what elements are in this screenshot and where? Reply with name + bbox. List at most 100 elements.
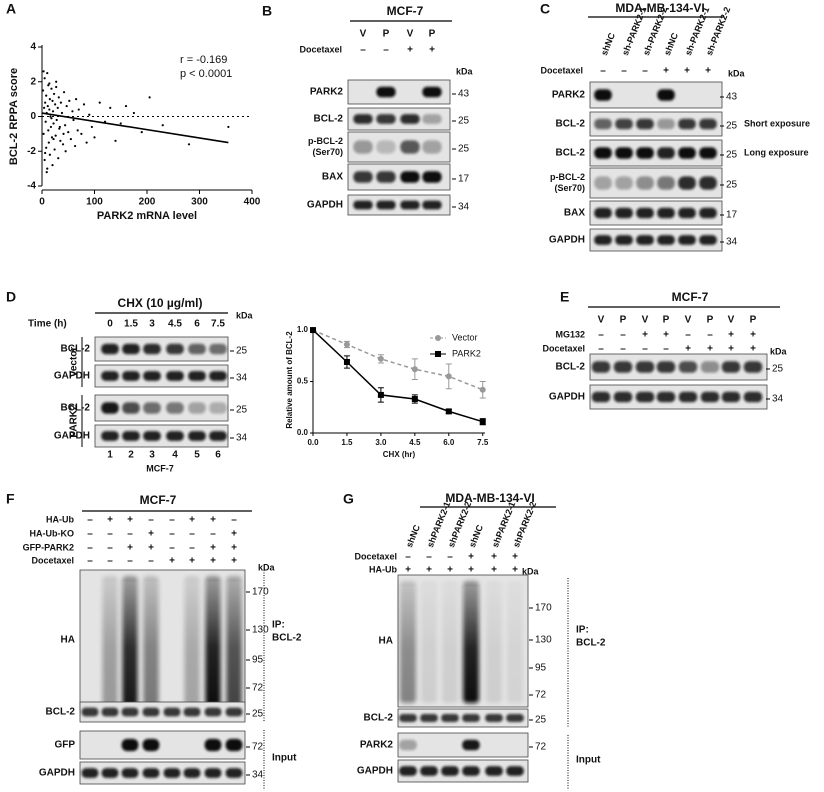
cell-line: MCF-7 [146, 463, 174, 473]
panel-letter: A [6, 1, 16, 17]
band [743, 391, 763, 403]
scatter-point [80, 132, 83, 135]
condition-value: + [429, 45, 435, 56]
band [400, 200, 420, 210]
y-axis-label: BCL-2 RPPA score [8, 68, 20, 165]
scatter-point [187, 143, 191, 146]
band [615, 118, 633, 130]
scatter-point [55, 85, 58, 89]
band [615, 235, 633, 245]
panel-letter: C [540, 1, 550, 17]
band [636, 147, 654, 159]
point [377, 391, 384, 398]
band [166, 343, 184, 355]
scatter-point [43, 106, 46, 109]
band [462, 714, 480, 722]
scatter-point [50, 136, 54, 139]
condition-value: + [512, 552, 518, 563]
row-label: GAPDH [54, 371, 90, 382]
band [594, 176, 612, 190]
band [462, 766, 480, 776]
smear [400, 581, 416, 703]
annotation: p < 0.0001 [180, 68, 232, 80]
blot-strip [94, 424, 229, 448]
kda-value: 25 [726, 150, 738, 161]
lane-label: P [383, 29, 390, 40]
condition-value: + [491, 565, 497, 576]
point [343, 358, 350, 365]
band [101, 431, 119, 441]
lane-label: V [685, 315, 692, 326]
band [699, 176, 717, 190]
lane-label: shNC [599, 31, 617, 57]
band [376, 171, 396, 183]
series-line [312, 329, 484, 391]
scatter-point [57, 96, 60, 99]
condition-value: – [148, 556, 154, 567]
row-label: p-BCL-2 [308, 136, 343, 146]
condition-value: + [405, 565, 411, 576]
point [445, 373, 452, 380]
band [678, 207, 696, 219]
condition-value: + [169, 556, 175, 567]
band [400, 140, 420, 154]
condition-value: + [231, 556, 237, 567]
scatter-point [44, 101, 47, 104]
band [422, 171, 442, 183]
lane-label: V [407, 29, 414, 40]
kda-value: 17 [726, 210, 738, 221]
band [353, 200, 373, 210]
lane-label: V [598, 315, 605, 326]
condition-value: – [707, 330, 713, 341]
kda-value: 25 [236, 405, 248, 416]
scatter-point [51, 164, 54, 167]
band [209, 402, 227, 414]
band [188, 343, 206, 355]
lane-number: 5 [194, 450, 200, 461]
scatter-point [61, 143, 65, 146]
scatter-point [227, 125, 230, 129]
condition-value: + [707, 344, 713, 355]
condition-value: – [107, 556, 113, 567]
x-tick-label: 0.0 [307, 438, 319, 447]
bracket-label: Input [576, 755, 601, 766]
kda-value: 34 [458, 202, 470, 213]
band [657, 89, 675, 101]
band [121, 738, 139, 752]
condition-value: + [210, 543, 216, 554]
condition-value: + [127, 515, 133, 526]
band [101, 768, 119, 778]
lane-label: V [360, 29, 367, 40]
condition-value: – [87, 556, 93, 567]
kda-value: 72 [535, 690, 547, 701]
kda-value: 130 [252, 625, 269, 636]
x-axis-label: PARK2 mRNA level [97, 210, 197, 222]
band [462, 739, 480, 751]
condition-value: – [685, 330, 691, 341]
row-label: (Ser70) [554, 183, 585, 193]
band [376, 140, 396, 154]
lane-label: 0 [107, 319, 113, 330]
kda-value: 34 [726, 237, 738, 248]
lane-number: 4 [172, 450, 178, 461]
blot-strip [589, 81, 723, 109]
fit-line [41, 112, 229, 144]
condition-value: – [642, 66, 648, 77]
band [188, 431, 206, 441]
bracket-label: Input [272, 753, 297, 764]
condition-value: – [598, 344, 604, 355]
condition-value: – [169, 543, 175, 554]
band [422, 114, 442, 124]
kda-label: kDa [236, 310, 254, 320]
scatter-point [43, 158, 46, 162]
y-tick-label: 0 [30, 111, 36, 122]
band [209, 431, 227, 441]
blot-strip [79, 701, 246, 723]
lane-label: V [642, 315, 649, 326]
row-label: GAPDH [39, 768, 75, 779]
row-label: BAX [564, 208, 585, 219]
blot-title: MDA-MB-134-VI [445, 491, 534, 505]
lane-label: P [663, 315, 670, 326]
point [377, 355, 384, 362]
smear [507, 581, 523, 703]
